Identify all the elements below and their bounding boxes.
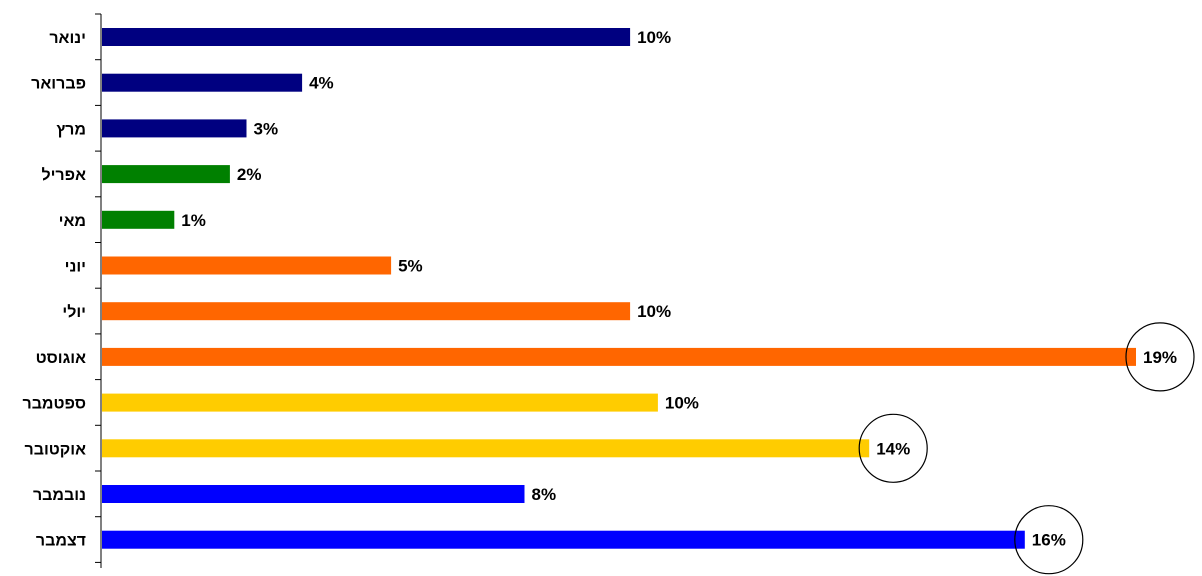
bar-1 — [102, 28, 631, 46]
highlight-circle — [858, 413, 928, 483]
category-label: יולי — [62, 303, 86, 321]
highlight-circle — [1014, 505, 1084, 575]
value-label: 10% — [665, 394, 699, 413]
bar-9 — [102, 393, 658, 412]
value-label: 19% — [1143, 348, 1177, 367]
bar-2 — [102, 73, 303, 92]
highlight-circles — [858, 322, 1195, 575]
bar-8 — [102, 347, 1136, 366]
category-labels: ינואר פברואר מרץ אפריל מאי יוני יולי אוגוסט ספטמ… — [22, 30, 86, 550]
category-label: יוני — [65, 259, 86, 276]
category-label: ינואר — [49, 30, 86, 47]
category-label: ספטמבר — [22, 396, 86, 413]
value-label: 8% — [532, 485, 557, 504]
category-label: פברואר — [31, 76, 86, 93]
bar-6 — [102, 256, 392, 275]
bar-3 — [102, 119, 247, 138]
bar-10 — [102, 439, 870, 458]
value-label: 5% — [398, 257, 423, 276]
y-axis-ticks — [95, 13, 101, 563]
bar-4 — [102, 165, 230, 184]
value-label: 10% — [637, 302, 671, 321]
bar-11 — [102, 485, 525, 503]
value-label: 3% — [254, 119, 279, 138]
value-label: 2% — [237, 165, 262, 184]
bar-12 — [102, 530, 1025, 549]
category-label: אוקטובר — [25, 441, 87, 458]
value-label: 10% — [637, 28, 671, 47]
category-label: נובמבר — [33, 487, 86, 504]
value-label: 1% — [181, 211, 206, 230]
value-labels: 10% 4% 3% 2% 1% 5% 10% 19% 10% 14% 8% 16% — [181, 28, 1177, 550]
category-label: אוגוסט — [36, 350, 87, 367]
category-label: מאי — [59, 213, 86, 230]
bar-7 — [102, 302, 631, 321]
category-label: מרץ — [56, 121, 86, 138]
bar-5 — [102, 210, 175, 229]
highlight-circle — [1125, 322, 1195, 392]
category-label: אפריל — [41, 166, 86, 184]
value-label: 16% — [1032, 531, 1066, 550]
bars — [102, 28, 1136, 549]
value-label: 4% — [309, 74, 334, 93]
value-label: 14% — [876, 439, 910, 458]
category-label: דצמבר — [36, 533, 86, 550]
